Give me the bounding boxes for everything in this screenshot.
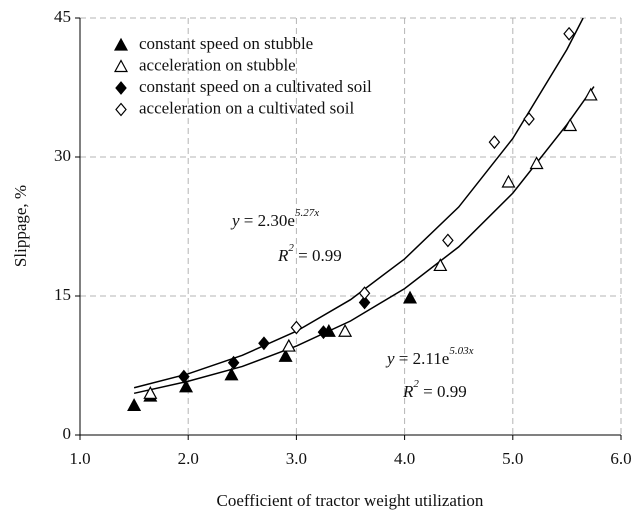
equation-var: R	[277, 246, 289, 265]
legend-label: constant speed on a cultivated soil	[139, 77, 372, 96]
diamond-marker	[358, 295, 371, 310]
triangle-marker	[501, 174, 516, 188]
equation-text: = 2.11e	[395, 349, 450, 368]
y-axis-label: Slippage, %	[11, 185, 30, 267]
diamond-marker	[523, 112, 535, 126]
triangle-marker	[563, 118, 578, 132]
y-tick-label: 45	[54, 7, 71, 26]
triangle-marker	[179, 379, 194, 393]
y-tick-label: 30	[54, 146, 71, 165]
triangle-marker	[402, 290, 418, 304]
y-tick-label: 0	[63, 424, 72, 443]
triangle-marker	[143, 386, 158, 399]
triangle-marker	[278, 348, 293, 362]
diamond-marker	[227, 355, 240, 370]
diamond-marker	[115, 81, 127, 95]
equation: R2 = 0.99	[277, 242, 342, 265]
x-axis-label: Coefficient of tractor weight utilizatio…	[217, 491, 484, 510]
equation-var: y	[230, 211, 240, 230]
diamond-marker	[290, 320, 303, 335]
equation-var: R	[402, 382, 414, 401]
triangle-marker	[433, 258, 448, 272]
x-tick-label: 3.0	[286, 449, 307, 468]
legend-label: constant speed on stubble	[139, 34, 313, 53]
equation-text: = 2.30e	[240, 211, 295, 230]
diamond-marker	[317, 325, 330, 340]
x-tick-label: 4.0	[394, 449, 415, 468]
triangle-marker	[113, 59, 129, 73]
diamond-marker	[115, 102, 127, 117]
diamond-marker	[488, 135, 501, 150]
triangle-marker	[127, 398, 142, 411]
legend-label: acceleration on stubble	[139, 55, 296, 74]
diamond-marker	[258, 336, 270, 351]
triangle-marker	[281, 338, 296, 352]
diamond-marker	[178, 369, 190, 384]
equation: R2 = 0.99	[402, 378, 467, 401]
x-tick-label: 2.0	[178, 449, 199, 468]
equation-text: = 0.99	[294, 246, 342, 265]
diamond-marker	[358, 286, 371, 301]
triangle-marker	[113, 37, 129, 51]
triangle-marker	[338, 323, 353, 337]
equation-sup: 2	[413, 378, 419, 390]
equation-sup: 5.03x	[449, 345, 473, 357]
equation: y = 2.30e5.27x	[230, 207, 319, 230]
x-tick-label: 1.0	[69, 449, 90, 468]
fit-curve	[133, 18, 584, 389]
triangle-marker	[529, 156, 544, 170]
equation-sup: 2	[288, 242, 294, 254]
equation-sup: 5.27x	[295, 207, 319, 219]
equation-var: y	[385, 349, 395, 368]
diamond-marker	[563, 26, 575, 41]
triangle-marker	[224, 367, 239, 381]
diamond-marker	[442, 233, 454, 248]
fit-curve	[133, 86, 595, 395]
x-tick-label: 5.0	[502, 449, 523, 468]
triangle-marker	[583, 87, 598, 101]
equation: y = 2.11e5.03x	[385, 345, 474, 368]
equation-text: = 0.99	[419, 382, 467, 401]
y-tick-label: 15	[54, 285, 71, 304]
legend-label: acceleration on a cultivated soil	[139, 98, 355, 117]
x-tick-label: 6.0	[610, 449, 631, 468]
